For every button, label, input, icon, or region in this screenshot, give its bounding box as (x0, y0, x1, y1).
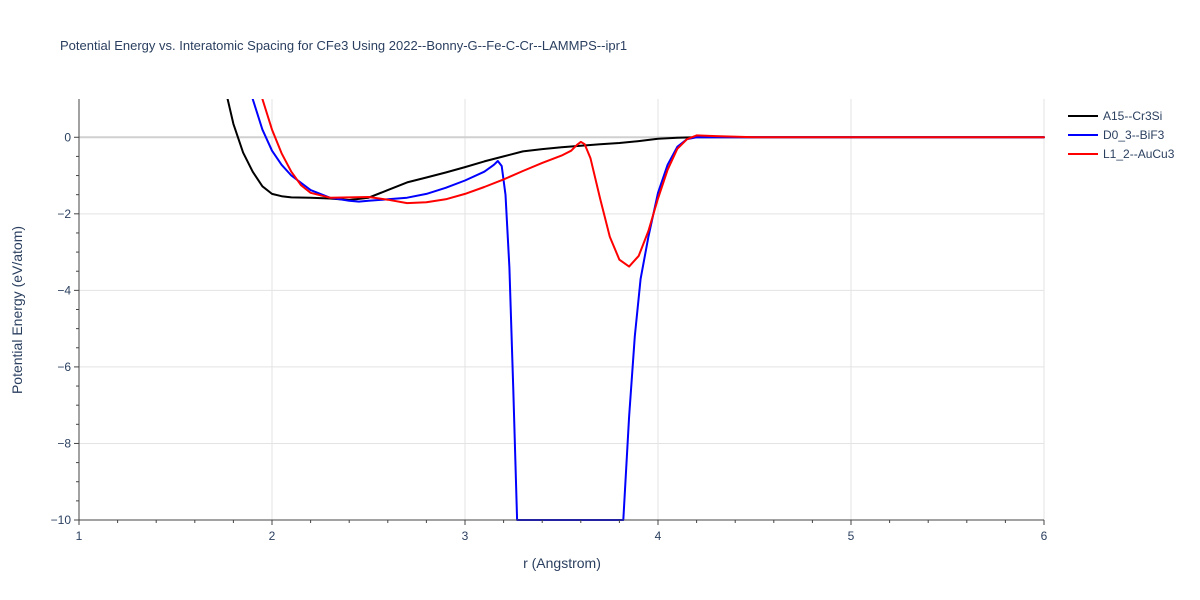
x-axis-title: r (Angstrom) (523, 555, 601, 571)
legend: A15--Cr3Si D0_3--BiF3 L1_2--AuCu3 (1068, 109, 1175, 161)
y-tick-label: −4 (57, 283, 71, 297)
chart-title: Potential Energy vs. Interatomic Spacing… (60, 38, 627, 53)
legend-label: A15--Cr3Si (1103, 109, 1162, 123)
y-tick-label: −6 (57, 360, 71, 374)
series-line-3 (261, 99, 1045, 268)
y-tick-label: 0 (64, 130, 71, 144)
x-tick-label: 2 (269, 529, 276, 543)
legend-label: D0_3--BiF3 (1103, 128, 1165, 142)
x-tick-label: 4 (655, 529, 662, 543)
y-tick-label: −8 (57, 436, 71, 450)
x-tick-label: 6 (1041, 529, 1048, 543)
axes: 1 2 3 4 5 6 −10 −8 −6 −4 −2 0 (51, 99, 1048, 543)
x-tick-label: 5 (848, 529, 855, 543)
y-tick-label: −10 (51, 513, 72, 527)
x-tick-label: 3 (462, 529, 469, 543)
legend-label: L1_2--AuCu3 (1103, 147, 1175, 161)
y-axis-title: Potential Energy (eV/atom) (9, 226, 25, 394)
x-tick-label: 1 (76, 529, 83, 543)
series-line-1 (226, 99, 1045, 201)
y-tick-label: −2 (57, 207, 71, 221)
series-group (226, 99, 1045, 521)
